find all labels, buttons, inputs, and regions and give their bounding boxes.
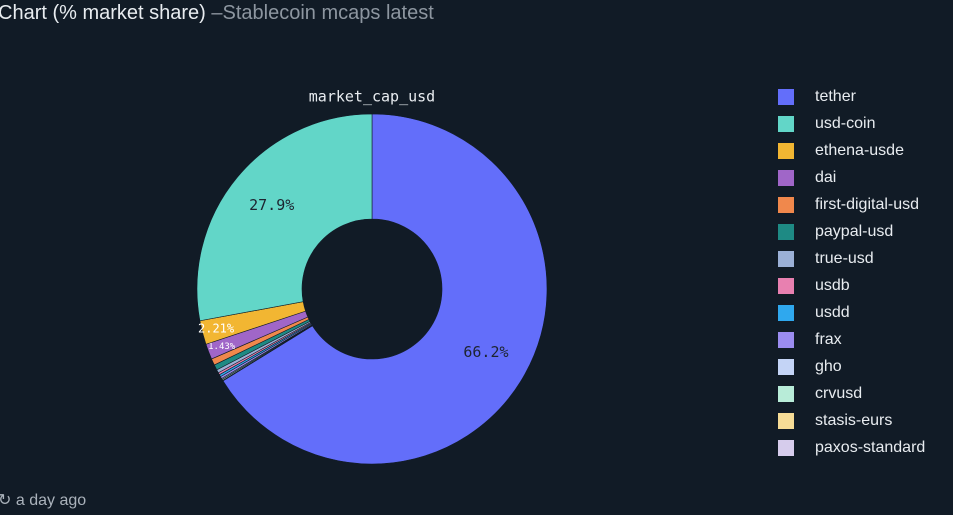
pie-slice [222,113,548,465]
legend-swatch [778,251,794,267]
legend-label: tether [815,88,857,105]
legend-swatch [778,386,794,402]
chart-title: Chart (% market share) [0,2,206,24]
legend-swatch [778,143,794,159]
footer[interactable]: ↻ a day ago [0,490,86,510]
legend-swatch [778,413,794,429]
legend-label: first-digital-usd [815,196,919,213]
legend-swatch [778,440,794,456]
legend-label: usd-coin [815,115,875,132]
legend-swatch [778,278,794,294]
legend-label: true-usd [815,250,874,267]
legend-swatch [778,305,794,321]
legend-label: dai [815,169,836,186]
slice-label: 1.43% [208,342,236,352]
legend-swatch [778,224,794,240]
pie-slice [196,113,373,322]
legend-label: gho [815,358,842,375]
slice-label: 27.9% [249,196,294,214]
legend-label: usdb [815,277,850,294]
title-bar: Chart (% market share) –Stablecoin mcaps… [0,2,434,25]
refresh-icon[interactable]: ↻ [0,492,12,509]
legend-swatch [778,89,794,105]
pie-title: market_cap_usd [309,88,435,106]
legend-label: stasis-eurs [815,412,892,429]
slice-label: 2.21% [198,322,235,336]
legend-label: crvusd [815,385,862,402]
legend-swatch [778,197,794,213]
slice-label: 66.2% [463,343,508,361]
legend-swatch [778,359,794,375]
legend-swatch [778,116,794,132]
legend-label: ethena-usde [815,142,904,159]
legend-swatch [778,170,794,186]
legend-label: frax [815,331,842,348]
chart-subtitle: –Stablecoin mcaps latest [211,2,434,24]
legend-label: usdd [815,304,850,321]
legend-swatch [778,332,794,348]
updated-time: a day ago [15,492,87,509]
legend-label: paxos-standard [815,439,925,456]
legend-label: paypal-usd [815,223,893,240]
